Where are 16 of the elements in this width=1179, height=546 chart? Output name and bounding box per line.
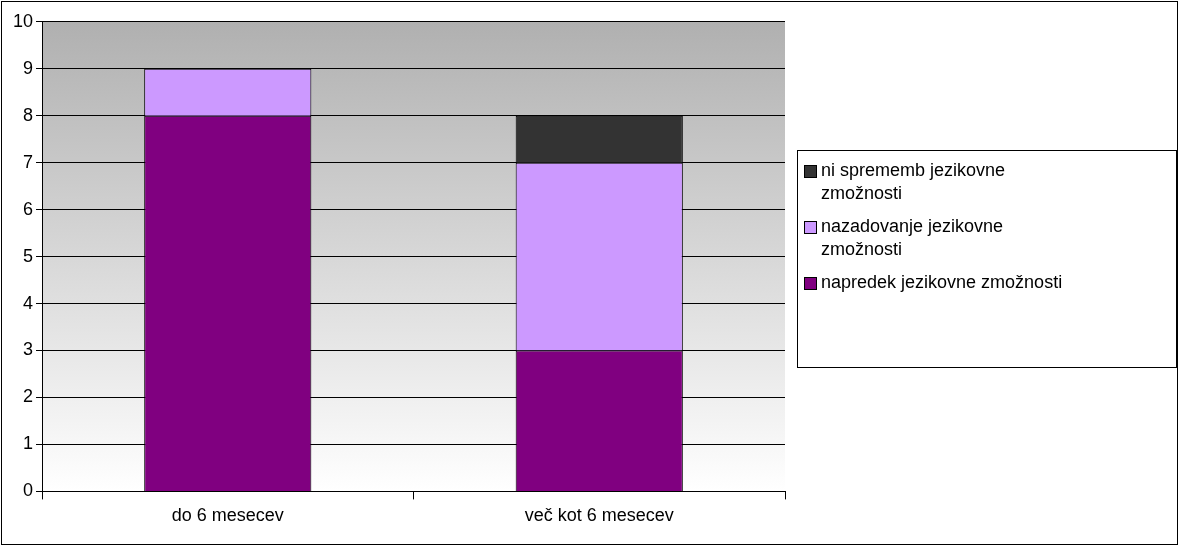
y-tick-label: 0 bbox=[23, 480, 34, 501]
y-tick-label: 1 bbox=[23, 433, 34, 454]
y-tick-label: 2 bbox=[23, 386, 34, 407]
x-tick-label: do 6 mesecev bbox=[171, 505, 284, 526]
y-tick-label: 8 bbox=[23, 104, 34, 125]
legend-label: ni sprememb jezikovne zmožnosti bbox=[821, 159, 1007, 205]
y-tick-label: 5 bbox=[23, 245, 34, 266]
y-tick-label: 7 bbox=[23, 151, 34, 172]
y-tick-label: 4 bbox=[23, 292, 34, 313]
y-tick-label: 9 bbox=[23, 57, 34, 78]
text: napredek jezikovne zmožnosti bbox=[821, 271, 1063, 294]
legend-label: nazadovanje jezikovne zmožnosti bbox=[821, 215, 1005, 261]
y-tick-label: 10 bbox=[12, 10, 34, 31]
y-tick-label: 6 bbox=[23, 198, 34, 219]
x-tick-label: več kot 6 mesecev bbox=[524, 505, 674, 526]
y-tick-label: 3 bbox=[23, 339, 34, 360]
